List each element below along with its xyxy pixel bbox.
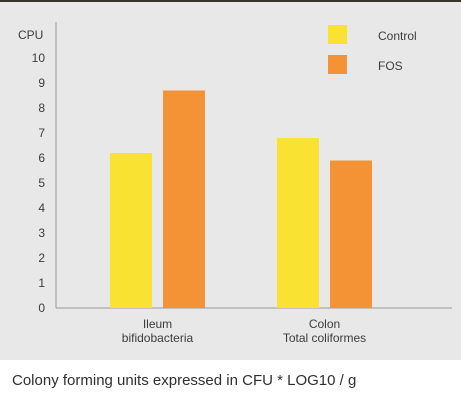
top-strip (0, 0, 461, 2)
y-tick-label: 4 (38, 201, 45, 215)
legend: Control FOS (328, 25, 417, 74)
y-tick-label: 2 (38, 251, 45, 265)
bar-fos-1 (163, 90, 205, 308)
bars (110, 90, 372, 308)
bar-fos-2 (330, 160, 372, 308)
y-tick-label: 8 (38, 101, 45, 115)
x-category-label: Colon (309, 317, 340, 331)
chart-panel (0, 2, 461, 360)
y-tick-label: 9 (38, 76, 45, 90)
x-category-label: bifidobacteria (122, 331, 194, 345)
y-tick-label: 0 (38, 301, 45, 315)
x-category-label: Ileum (143, 317, 172, 331)
y-tick-label: 10 (32, 51, 46, 65)
y-tick-label: 6 (38, 151, 45, 165)
legend-swatch-control (328, 25, 347, 44)
legend-label-fos: FOS (378, 59, 403, 73)
bar-control-2 (277, 138, 319, 308)
bar-control-1 (110, 153, 152, 308)
y-tick-label: 1 (38, 276, 45, 290)
x-category-label: Total coliformes (283, 331, 366, 345)
y-tick-label: 3 (38, 226, 45, 240)
legend-swatch-fos (328, 55, 347, 74)
y-tick-label: 7 (38, 126, 45, 140)
chart-caption: Colony forming units expressed in CFU * … (12, 372, 357, 389)
y-axis-title: CPU (18, 28, 43, 42)
y-tick-label: 5 (38, 176, 45, 190)
legend-label-control: Control (378, 29, 417, 43)
